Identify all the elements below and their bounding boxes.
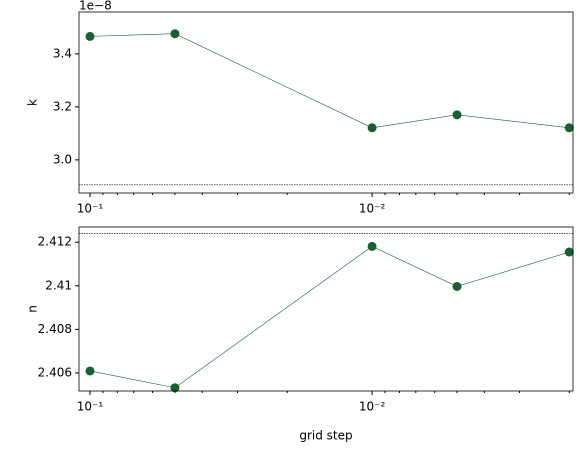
y-tick-label: 3.4 <box>53 46 72 60</box>
x-axis-label: grid step <box>299 429 352 443</box>
y-tick-label: 3.0 <box>53 152 72 166</box>
x-tick-label: 10⁻¹ <box>77 202 104 216</box>
marker <box>85 366 95 376</box>
series-line <box>89 246 570 389</box>
axes-frame <box>78 226 574 392</box>
y-tick-label: 2.41 <box>45 278 72 292</box>
marker <box>367 241 377 251</box>
axes-frame <box>78 11 574 194</box>
marker <box>85 31 95 41</box>
x-tick-label: 10⁻² <box>359 400 386 414</box>
marker <box>564 123 574 133</box>
y-axis-label: k <box>26 99 40 106</box>
marker <box>452 281 462 291</box>
offset-text: 1e−8 <box>79 0 112 13</box>
marker <box>170 29 180 39</box>
x-tick-label: 10⁻¹ <box>77 400 104 414</box>
marker <box>170 383 180 393</box>
y-tick-label: 2.408 <box>38 322 72 336</box>
series-line <box>89 33 570 129</box>
marker <box>564 247 574 257</box>
marker <box>452 110 462 120</box>
x-tick-label: 10⁻² <box>359 202 386 216</box>
y-tick-label: 2.412 <box>38 235 72 249</box>
y-axis-label: n <box>26 305 40 313</box>
y-tick-label: 3.2 <box>53 99 72 113</box>
y-tick-label: 2.406 <box>38 365 72 379</box>
marker <box>367 123 377 133</box>
